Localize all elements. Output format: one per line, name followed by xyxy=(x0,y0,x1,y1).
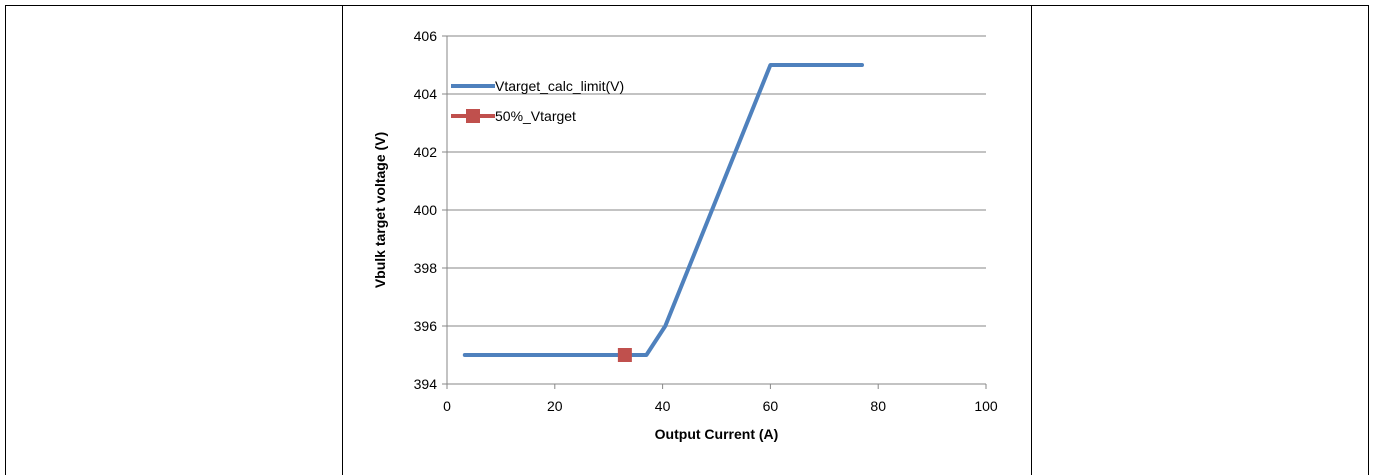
series-line-1 xyxy=(462,63,864,357)
x-tick-label: 60 xyxy=(763,398,779,414)
x-tick-label: 0 xyxy=(443,398,451,414)
series-layer xyxy=(462,63,864,362)
x-tick-label: 80 xyxy=(870,398,886,414)
y-tick-label: 404 xyxy=(414,86,438,102)
x-tick-label: 20 xyxy=(547,398,563,414)
y-axis-title: Vbulk target voltage (V) xyxy=(372,132,388,288)
legend-label-1: Vtarget_calc_limit(V) xyxy=(495,78,624,94)
y-tick-label: 400 xyxy=(414,202,438,218)
y-tick-label: 394 xyxy=(414,376,438,392)
series-marker-2 xyxy=(617,348,632,362)
y-tick-label: 398 xyxy=(414,260,438,276)
page-frame xyxy=(5,5,1369,475)
legend-label-2: 50%_Vtarget xyxy=(495,108,576,124)
x-axis-title: Output Current (A) xyxy=(655,426,779,442)
legend: Vtarget_calc_limit(V) 50%_Vtarget xyxy=(451,78,624,124)
x-tick-label: 100 xyxy=(974,398,998,414)
y-tick-label: 406 xyxy=(414,28,438,44)
legend-marker-2 xyxy=(466,109,480,123)
x-tick-label: 40 xyxy=(655,398,671,414)
y-tick-label: 402 xyxy=(414,144,438,160)
chart-area: 394 396 398 400 402 404 406 0 20 40 60 80 100 Vtarge… xyxy=(342,5,1032,475)
y-tick-label: 396 xyxy=(414,318,438,334)
